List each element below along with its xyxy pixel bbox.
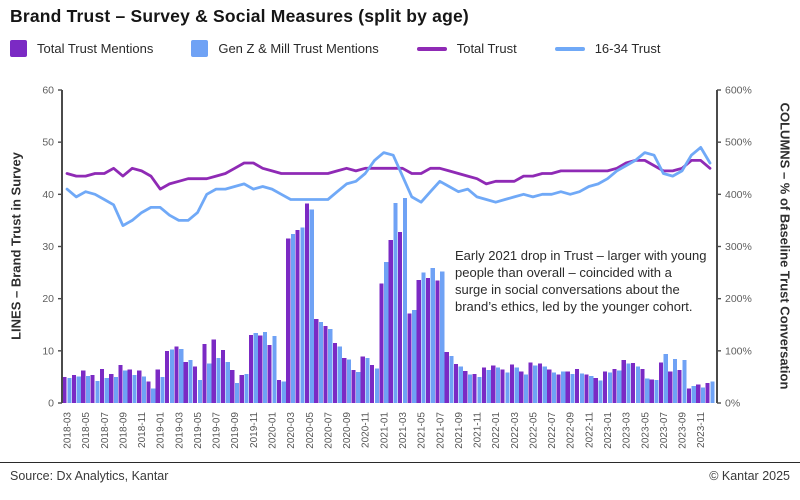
svg-text:10: 10 — [42, 345, 54, 357]
svg-text:100%: 100% — [725, 345, 752, 357]
svg-text:2020-03: 2020-03 — [286, 412, 297, 449]
svg-text:2019-09: 2019-09 — [230, 412, 241, 449]
svg-text:2021-09: 2021-09 — [454, 412, 465, 449]
svg-text:2023-11: 2023-11 — [696, 412, 707, 448]
svg-text:2022-09: 2022-09 — [566, 412, 577, 449]
svg-text:2022-03: 2022-03 — [510, 412, 521, 449]
legend-item-16-34-trust-line: 16-34 Trust — [554, 41, 661, 56]
svg-text:2022-11: 2022-11 — [584, 412, 595, 448]
svg-text:2022-05: 2022-05 — [528, 412, 539, 449]
svg-text:2021-01: 2021-01 — [379, 412, 390, 449]
legend-item-total-trust-line: Total Trust — [416, 41, 517, 56]
total-trust-line-swatch — [416, 46, 447, 51]
16-34-trust-line-swatch — [554, 46, 585, 51]
svg-text:2023-07: 2023-07 — [659, 412, 670, 449]
svg-text:30: 30 — [42, 241, 54, 253]
svg-text:600%: 600% — [725, 85, 752, 97]
svg-text:500%: 500% — [725, 137, 752, 149]
legend-item-total-trust-mentions: Total Trust Mentions — [10, 40, 153, 57]
bars-total-trust-mentions — [62, 203, 710, 404]
svg-text:2020-05: 2020-05 — [305, 412, 316, 449]
svg-text:2023-01: 2023-01 — [603, 412, 614, 449]
svg-text:400%: 400% — [725, 189, 752, 201]
legend-label: 16-34 Trust — [594, 41, 661, 56]
svg-text:2019-11: 2019-11 — [249, 412, 260, 448]
svg-text:40: 40 — [42, 189, 54, 201]
source-text: Source: Dx Analytics, Kantar — [10, 469, 169, 483]
right-axis-ticks: 0% 100% 200% 300% 400% 500% 600% — [717, 85, 752, 410]
svg-text:2020-11: 2020-11 — [361, 412, 372, 448]
svg-text:60: 60 — [42, 85, 54, 97]
svg-text:2020-01: 2020-01 — [268, 412, 279, 449]
svg-text:2018-11: 2018-11 — [137, 412, 148, 448]
svg-text:2020-07: 2020-07 — [323, 412, 334, 449]
svg-text:2021-11: 2021-11 — [473, 412, 484, 448]
x-axis-ticks: 2018-03 2018-05 2018-07 2018-09 2018-11 2019-… — [63, 412, 708, 449]
legend-label: Gen Z & Mill Trust Mentions — [218, 41, 379, 56]
svg-text:2023-03: 2023-03 — [622, 412, 633, 449]
left-axis-title: LINES – Brand Trust in Survey — [8, 152, 24, 340]
chart-plot: 01020304050600%100%200%300%400%500%600%2… — [42, 85, 752, 449]
svg-text:2021-03: 2021-03 — [398, 412, 409, 449]
chart-title: Brand Trust – Survey & Social Measures (… — [10, 6, 469, 26]
legend-label: Total Trust — [456, 41, 517, 56]
line-total-trust — [65, 159, 712, 191]
svg-text:2023-09: 2023-09 — [678, 412, 689, 449]
line-16-34-trust — [65, 146, 712, 228]
svg-text:2021-07: 2021-07 — [435, 412, 446, 449]
svg-text:2019-05: 2019-05 — [193, 412, 204, 449]
footer-divider — [0, 462, 800, 463]
footer: Source: Dx Analytics, Kantar © Kantar 20… — [0, 469, 800, 483]
svg-text:50: 50 — [42, 137, 54, 149]
copyright-text: © Kantar 2025 — [709, 469, 790, 483]
svg-text:2018-09: 2018-09 — [118, 412, 129, 449]
svg-text:2021-05: 2021-05 — [417, 412, 428, 449]
svg-text:2023-05: 2023-05 — [640, 412, 651, 449]
chart-annotation: Early 2021 drop in Trust – larger with y… — [455, 248, 707, 315]
svg-text:2019-03: 2019-03 — [174, 412, 185, 449]
svg-text:0: 0 — [48, 398, 54, 410]
bars-genz-trust-mentions — [67, 197, 715, 403]
svg-text:2019-07: 2019-07 — [212, 412, 223, 449]
genz-trust-mentions-swatch — [191, 40, 209, 57]
svg-text:2018-05: 2018-05 — [81, 412, 92, 449]
svg-text:300%: 300% — [725, 241, 752, 253]
legend-item-genz-trust-mentions: Gen Z & Mill Trust Mentions — [191, 40, 379, 57]
svg-text:2018-07: 2018-07 — [100, 412, 111, 449]
legend-label: Total Trust Mentions — [37, 41, 154, 56]
svg-text:2018-03: 2018-03 — [63, 412, 74, 449]
svg-text:0%: 0% — [725, 398, 740, 410]
right-axis-title: COLUMNS – % of Baseline Trust Conversati… — [777, 102, 793, 390]
legend: Total Trust Mentions Gen Z & Mill Trust … — [10, 40, 660, 57]
left-axis-ticks: 0 10 20 30 40 50 60 — [42, 85, 62, 410]
total-trust-mentions-swatch — [10, 40, 27, 57]
svg-text:2022-01: 2022-01 — [491, 412, 502, 449]
svg-text:2020-09: 2020-09 — [342, 412, 353, 449]
svg-text:2019-01: 2019-01 — [156, 412, 167, 449]
svg-text:200%: 200% — [725, 293, 752, 305]
svg-text:2022-07: 2022-07 — [547, 412, 558, 449]
svg-text:20: 20 — [42, 293, 54, 305]
